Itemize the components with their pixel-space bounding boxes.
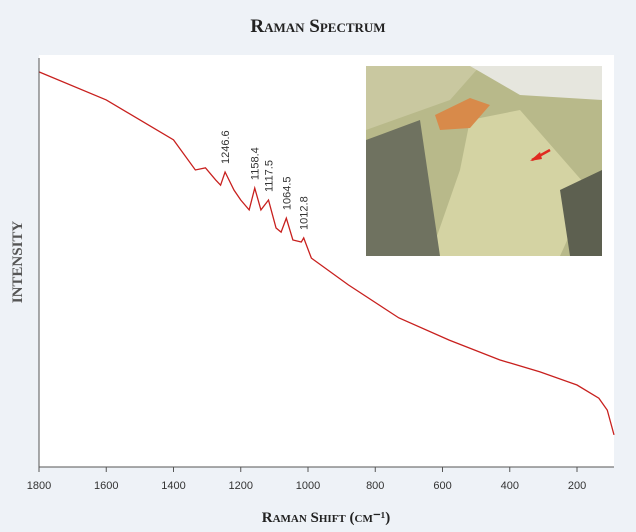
x-tick-label: 1800	[27, 480, 51, 492]
x-tick-label: 800	[366, 480, 384, 492]
chart-title: Raman Spectrum	[250, 16, 385, 37]
x-tick-label: 1600	[94, 480, 118, 492]
x-tick-label: 1000	[296, 480, 320, 492]
x-tick-label: 1200	[229, 480, 253, 492]
x-axis-label: Raman Shift (cm⁻¹)	[262, 510, 391, 526]
peak-label: 1012.8	[299, 196, 311, 230]
peak-label: 1064.5	[281, 176, 293, 210]
x-tick-label: 600	[433, 480, 451, 492]
peak-label: 1117.5	[263, 160, 275, 192]
inset-photo	[366, 66, 602, 256]
x-tick-label: 200	[568, 480, 586, 492]
y-axis-label: INTENSITY	[10, 221, 26, 304]
x-tick-label: 1400	[161, 480, 185, 492]
peak-label: 1246.6	[220, 130, 232, 164]
peak-label: 1158.4	[250, 147, 262, 180]
spectrum-line	[38, 71, 615, 436]
x-tick-label: 400	[501, 480, 519, 492]
